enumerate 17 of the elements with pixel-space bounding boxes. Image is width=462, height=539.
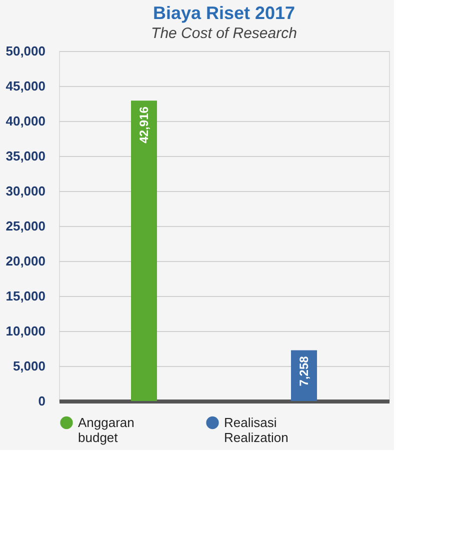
y-tick-label: 45,000 xyxy=(6,78,46,94)
data-label: 7,258 xyxy=(297,356,311,386)
legend-label: Realisasi Realization xyxy=(224,414,288,445)
y-tick-label: 5,000 xyxy=(12,358,46,374)
y-tick-label: 0 xyxy=(38,394,46,408)
data-label: 42,916 xyxy=(137,106,151,144)
y-tick-label: 25,000 xyxy=(6,218,46,234)
y-tick-label: 10,000 xyxy=(6,324,46,338)
y-tick-label: 50,000 xyxy=(6,44,46,58)
y-tick-label: 35,000 xyxy=(6,148,46,164)
chart-subtitle: The Cost of Research xyxy=(151,25,297,42)
y-tick-label: 15,000 xyxy=(6,288,46,304)
legend-label: Anggaran budget xyxy=(78,414,134,445)
y-tick-label: 20,000 xyxy=(6,254,46,268)
chart-title: Biaya Riset 2017 xyxy=(152,3,296,23)
y-tick-label: 40,000 xyxy=(6,114,46,128)
y-tick-label: 30,000 xyxy=(6,184,46,198)
